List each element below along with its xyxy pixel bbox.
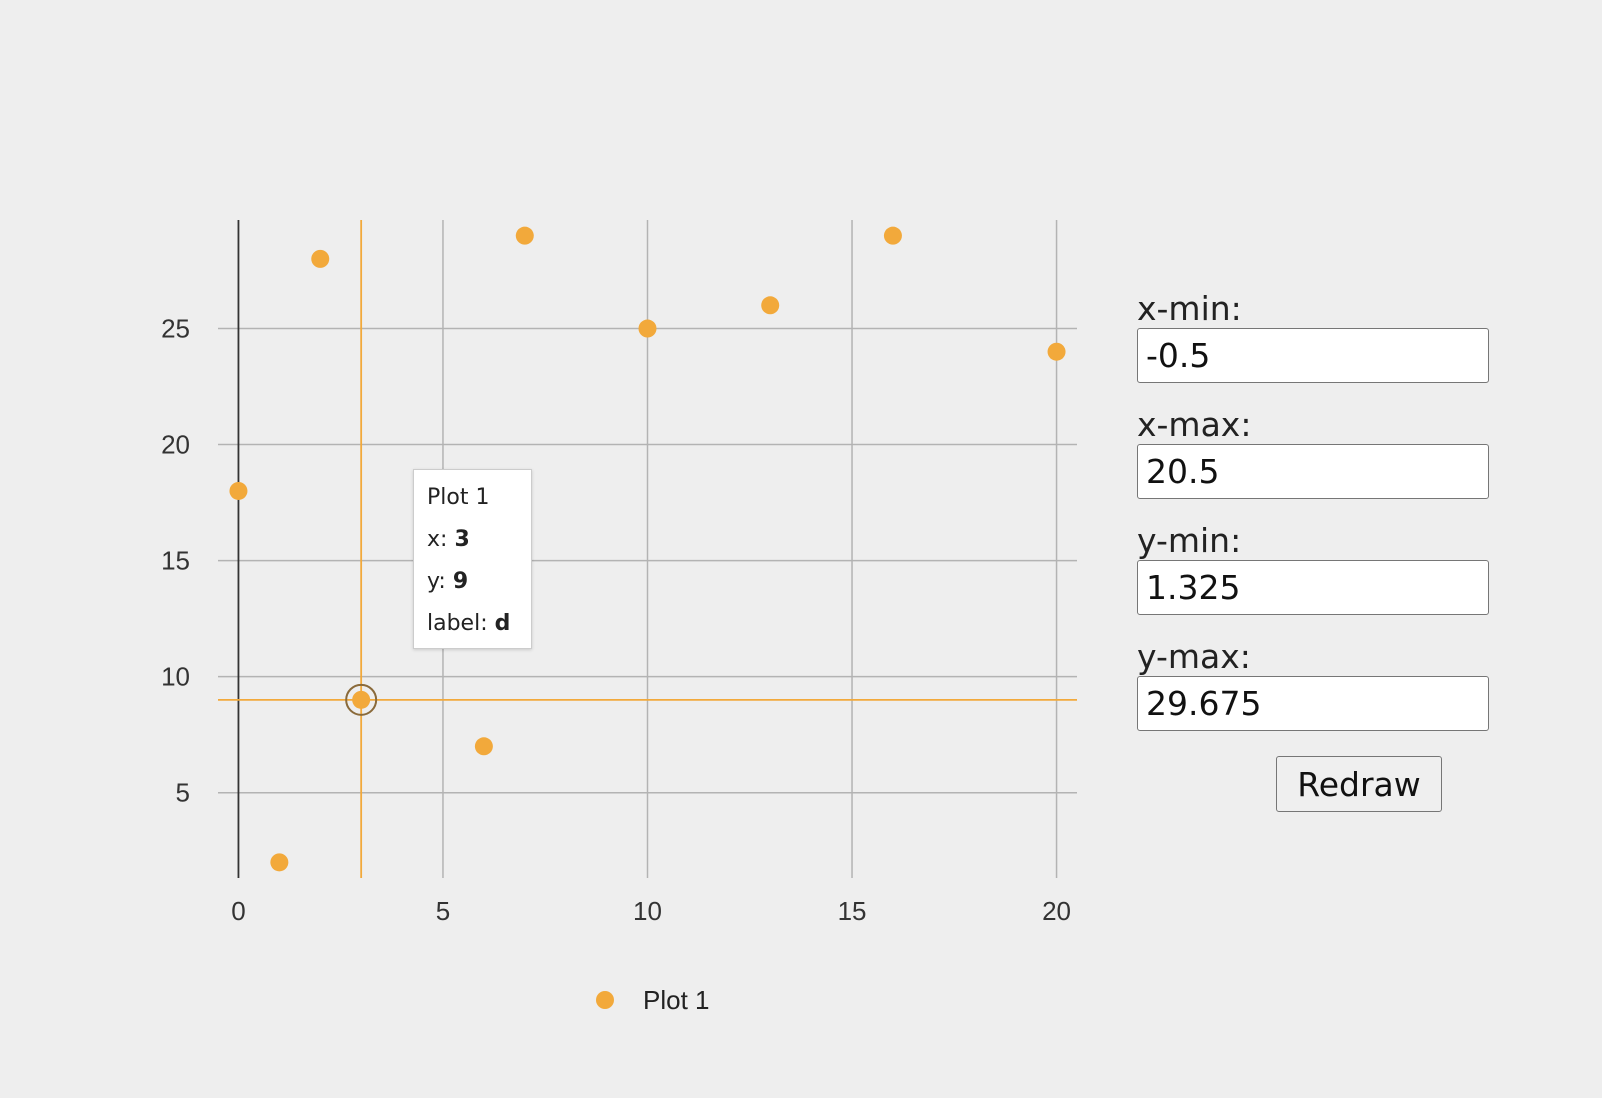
data-point	[474, 737, 493, 756]
y-tick-label: 20	[161, 430, 190, 460]
x-tick-label: 15	[838, 896, 867, 926]
grid-lines	[218, 220, 1077, 878]
axis-range-panel: x-min: x-max: y-min: y-max:	[1137, 290, 1489, 754]
tooltip-y-value: 9	[452, 569, 469, 594]
xmin-input[interactable]	[1137, 328, 1489, 383]
x-tick-label: 10	[633, 896, 662, 926]
ymax-label: y-max:	[1137, 637, 1251, 676]
tooltip-y-row: y: 9	[427, 568, 518, 610]
tooltip-label-value: d	[494, 611, 511, 636]
x-tick-label: 0	[231, 896, 245, 926]
tooltip-x-key: x:	[427, 527, 448, 552]
tooltip-x-row: x: 3	[427, 526, 518, 568]
tooltip-y-key: y:	[427, 569, 446, 594]
legend-label: Plot 1	[643, 985, 710, 1015]
data-point	[515, 226, 534, 245]
data-point	[270, 853, 289, 872]
data-point	[1047, 342, 1066, 361]
y-tick-label: 15	[161, 546, 190, 576]
y-tick-label: 10	[161, 662, 190, 692]
data-point	[761, 296, 780, 315]
tooltip-label-row: label: d	[427, 610, 518, 652]
xmax-label: x-max:	[1137, 405, 1252, 444]
legend: Plot 1	[596, 985, 710, 1015]
xmin-label: x-min:	[1137, 289, 1242, 328]
ymin-label: y-min:	[1137, 521, 1242, 560]
data-point	[638, 319, 657, 338]
tooltip-x-value: 3	[454, 527, 470, 552]
y-tick-label: 5	[176, 778, 190, 808]
redraw-button[interactable]: Redraw	[1276, 756, 1442, 812]
point-tooltip: Plot 1 x: 3 y: 9 label: d	[413, 469, 532, 649]
ymin-input[interactable]	[1137, 560, 1489, 615]
tick-labels: 5 10 15 20 25 0 5 10 15 20	[161, 314, 1071, 926]
highlight-ring	[345, 683, 378, 716]
ymax-input[interactable]	[1137, 676, 1489, 731]
data-points	[229, 226, 1066, 872]
tooltip-series-name: Plot 1	[427, 485, 490, 510]
y-tick-label: 25	[161, 314, 190, 344]
x-tick-label: 20	[1042, 896, 1071, 926]
highlighted-point	[352, 690, 371, 709]
data-point	[883, 226, 902, 245]
data-point	[229, 481, 248, 500]
xmax-input[interactable]	[1137, 444, 1489, 499]
tooltip-label-key: label:	[427, 611, 488, 636]
x-tick-label: 5	[436, 896, 450, 926]
data-point	[311, 249, 330, 268]
legend-marker	[596, 991, 614, 1009]
